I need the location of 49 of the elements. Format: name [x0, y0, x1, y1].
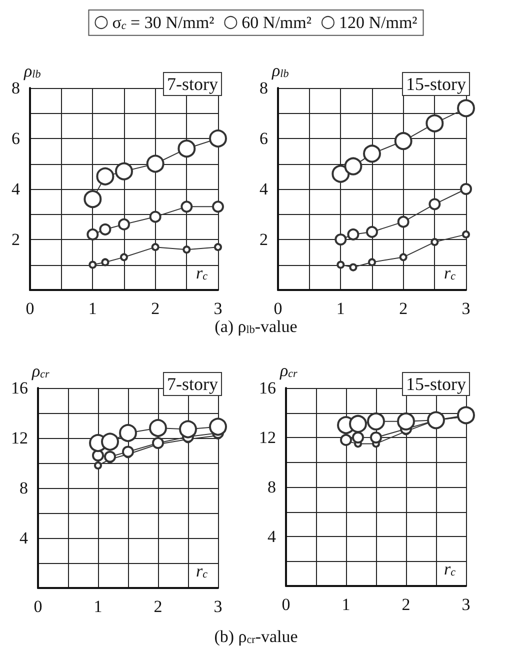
- y-tick-label: 4: [12, 180, 20, 198]
- x-tick-label: 0: [274, 299, 282, 318]
- chart-title: 7-story: [167, 374, 218, 394]
- y-tick-label: 4: [20, 528, 28, 548]
- chart-title: 15-story: [406, 374, 466, 394]
- chart-title: 7-story: [167, 74, 218, 94]
- y-axis-title: ρcr: [31, 362, 50, 381]
- legend-label: 60 N/mm²: [242, 13, 312, 32]
- y-axis-title: ρcr: [279, 361, 298, 380]
- x-tick-label: 3: [214, 299, 222, 318]
- x-tick-label: 1: [94, 597, 102, 616]
- y-tick-label: 16: [11, 378, 28, 398]
- x-tick-label: 2: [399, 299, 408, 318]
- x-tick-label: 1: [342, 595, 350, 614]
- y-tick-label: 8: [20, 478, 28, 498]
- text: (b) ρcr-value: [214, 627, 298, 646]
- y-tick-label: 12: [11, 428, 28, 448]
- y-tick-label: 8: [268, 478, 276, 496]
- x-tick-label: 2: [402, 595, 410, 614]
- x-tick-label: 0: [34, 597, 42, 616]
- y-axis-title: ρlb: [23, 62, 42, 81]
- text: (a) ρlb-value: [214, 317, 298, 336]
- y-tick-label: 4: [260, 180, 268, 198]
- y-tick-label: 6: [260, 129, 268, 148]
- x-axis-title: rc: [444, 560, 456, 579]
- x-tick-label: 2: [151, 299, 160, 318]
- x-tick-label: 0: [26, 299, 34, 318]
- chart-title: 15-story: [406, 74, 466, 94]
- y-tick-label: 2: [12, 230, 20, 249]
- y-tick-label: 12: [259, 428, 276, 447]
- x-axis-title: rc: [196, 562, 208, 581]
- y-axis-title: ρlb: [271, 61, 290, 80]
- x-tick-label: 2: [154, 597, 162, 616]
- x-tick-label: 3: [462, 595, 470, 614]
- x-axis-title: rc: [196, 264, 208, 283]
- x-tick-label: 3: [462, 299, 470, 318]
- legend-label: 120 N/mm²: [338, 13, 418, 32]
- x-tick-label: 1: [336, 299, 345, 318]
- y-tick-label: 2: [260, 230, 268, 249]
- x-tick-label: 0: [282, 595, 290, 614]
- y-tick-label: 8: [260, 78, 268, 98]
- x-tick-label: 1: [88, 299, 97, 318]
- x-axis-title: rc: [444, 264, 456, 283]
- y-tick-label: 8: [12, 78, 20, 98]
- y-tick-label: 16: [259, 378, 276, 398]
- x-tick-label: 3: [214, 597, 222, 616]
- y-tick-label: 4: [268, 527, 276, 546]
- y-tick-label: 6: [12, 129, 20, 148]
- legend-label: σc = 30 N/mm²: [112, 13, 214, 32]
